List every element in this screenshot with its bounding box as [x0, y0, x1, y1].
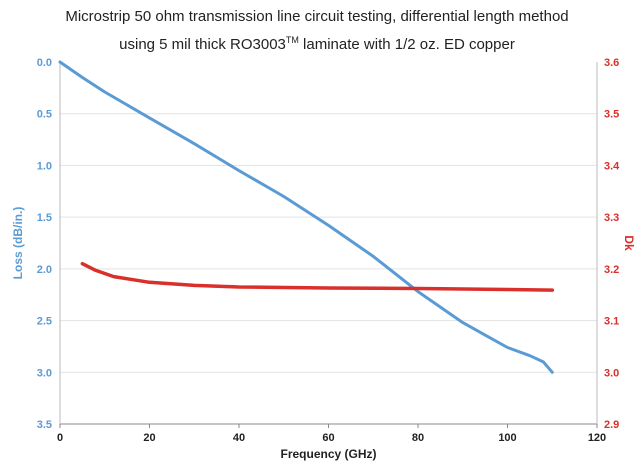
y-right-tick-label: 3.6 — [604, 57, 619, 69]
x-tick-label: 100 — [498, 432, 516, 444]
y-left-tick-label: 1.0 — [37, 160, 52, 172]
dk-series-line — [80, 261, 555, 292]
x-tick-label: 20 — [143, 432, 155, 444]
loss-series-line — [58, 60, 554, 374]
y-left-tick-label: 3.5 — [37, 419, 52, 431]
y-left-tick-label: 0.0 — [37, 57, 52, 69]
x-tick-label: 60 — [322, 432, 334, 444]
x-tick-label: 120 — [588, 432, 606, 444]
y-right-tick-label: 3.2 — [604, 264, 619, 276]
x-tick-label: 40 — [233, 432, 245, 444]
y-right-tick-label: 3.0 — [604, 367, 619, 379]
y-right-tick-label: 3.5 — [604, 109, 619, 121]
x-tick-label: 0 — [57, 432, 63, 444]
y-left-tick-label: 0.5 — [37, 109, 52, 121]
y-right-tick-label: 3.4 — [604, 160, 620, 172]
trademark-superscript: TM — [285, 35, 299, 45]
y-left-tick-label: 1.5 — [37, 212, 52, 224]
chart-title-line2-tail: laminate with 1/2 oz. ED copper — [298, 36, 515, 53]
y-right-tick-label: 3.1 — [604, 316, 619, 328]
y-left-tick-label: 2.5 — [37, 316, 52, 328]
x-tick-label: 80 — [412, 432, 424, 444]
y-left-tick-label: 3.0 — [37, 367, 52, 379]
y-left-axis-title: Loss (dB/in.) — [11, 207, 25, 280]
y-right-tick-label: 2.9 — [604, 419, 619, 431]
y-left-tick-label: 2.0 — [37, 264, 52, 276]
chart-title-line2: using 5 mil thick RO3003TM laminate with… — [0, 31, 634, 54]
chart-title-line1: Microstrip 50 ohm transmission line circ… — [65, 8, 569, 25]
y-right-axis-title: Dk — [622, 235, 634, 251]
x-axis-title: Frequency (GHz) — [280, 447, 376, 461]
y-right-tick-label: 3.3 — [604, 212, 619, 224]
chart-title-line2-text: using 5 mil thick RO3003 — [119, 36, 286, 53]
